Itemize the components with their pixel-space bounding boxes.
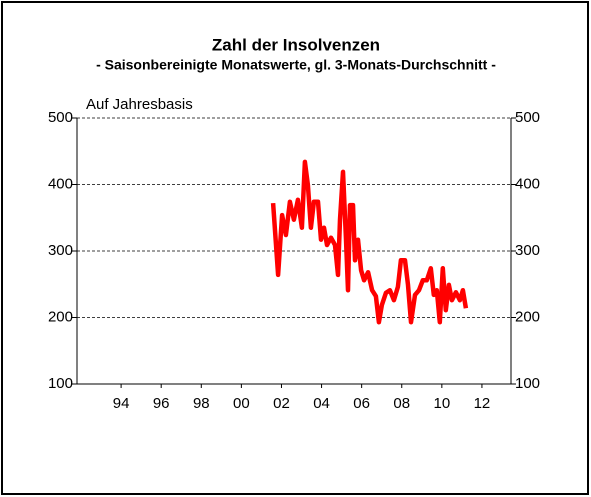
- x-tick-label: 04: [313, 395, 330, 412]
- y2-tick-label: 100: [515, 375, 540, 392]
- x-tick-label: 06: [353, 395, 370, 412]
- y-tick-label: 100: [48, 375, 73, 392]
- axes: [76, 118, 512, 385]
- chart-subtitle: - Saisonbereinigte Monatswerte, gl. 3-Mo…: [96, 57, 496, 73]
- x-tick-label: 12: [474, 395, 491, 412]
- y2-tick-label: 200: [515, 308, 540, 325]
- chart-title: Zahl der Insolvenzen: [212, 35, 380, 54]
- y-tick-label: 500: [48, 109, 73, 126]
- y-axis-label: Auf Jahresbasis: [86, 96, 193, 113]
- x-tick-label: 00: [233, 395, 250, 412]
- y-tick-label: 200: [48, 308, 73, 325]
- x-tick-label: 94: [113, 395, 130, 412]
- y-tick-label: 400: [48, 175, 73, 192]
- y2-tick-label: 400: [515, 175, 540, 192]
- x-tick-label: 08: [393, 395, 410, 412]
- data-line: [270, 159, 469, 325]
- x-tick-label: 96: [153, 395, 170, 412]
- y2-tick-label: 300: [515, 242, 540, 259]
- y2-tick-label: 500: [515, 109, 540, 126]
- x-tick-label: 10: [433, 395, 450, 412]
- y-tick-label: 300: [48, 242, 73, 259]
- x-tick-label: 98: [193, 395, 210, 412]
- x-tick-label: 02: [273, 395, 290, 412]
